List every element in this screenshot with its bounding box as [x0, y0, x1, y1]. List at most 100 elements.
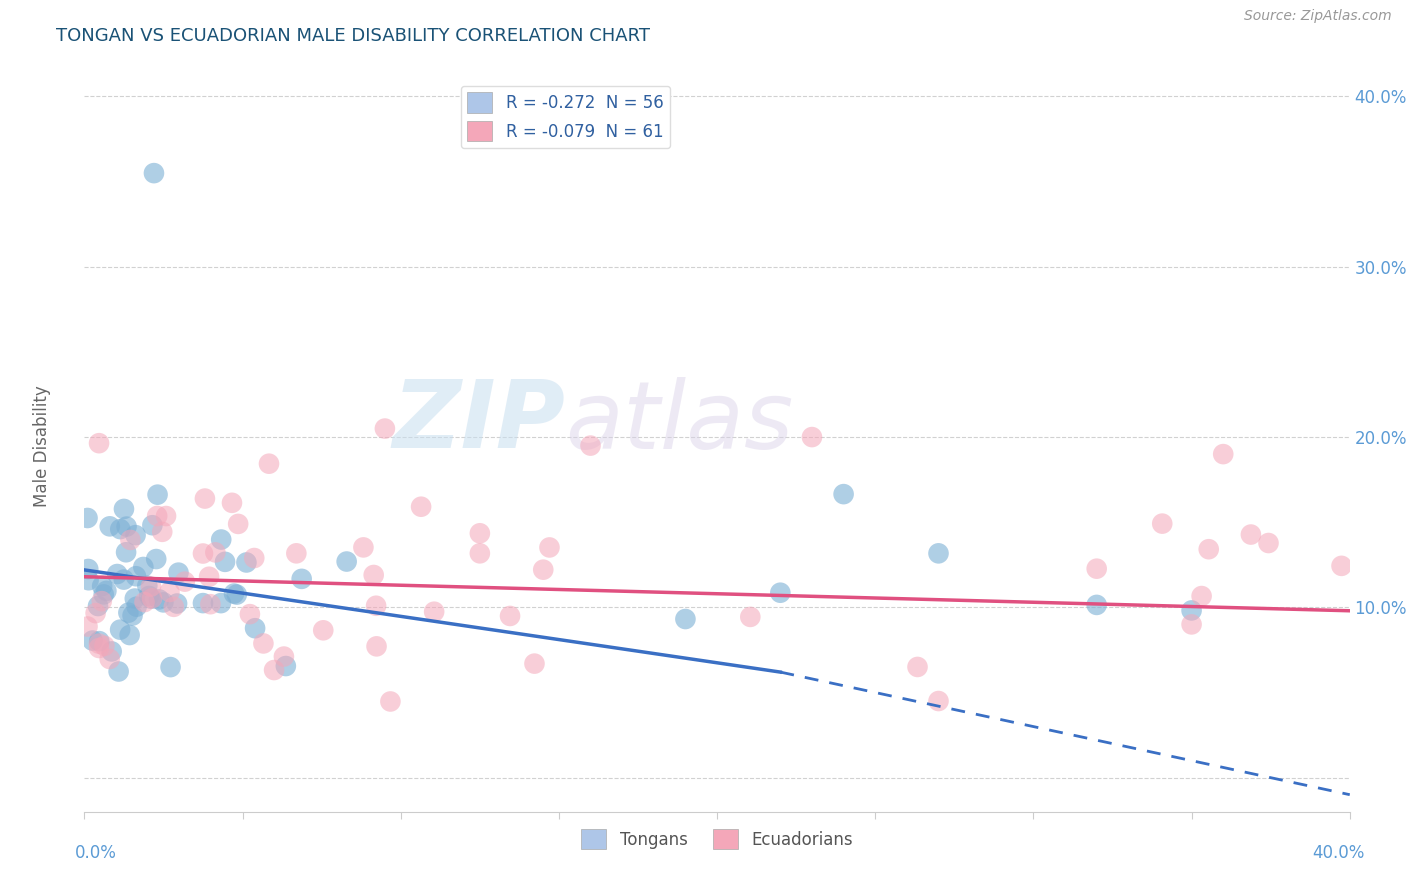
Point	[928, 694, 950, 708]
Point	[141, 518, 163, 533]
Point	[120, 533, 142, 547]
Point	[225, 588, 247, 602]
Point	[538, 541, 561, 555]
Point	[150, 524, 173, 539]
Point	[252, 636, 274, 650]
Point	[87, 640, 110, 655]
Point	[124, 591, 146, 606]
Point	[93, 587, 115, 601]
Point	[77, 573, 100, 587]
Point	[1240, 527, 1263, 541]
Point	[364, 599, 387, 613]
Point	[209, 596, 232, 610]
Point	[468, 546, 491, 560]
Point	[374, 421, 396, 435]
Point	[1212, 447, 1234, 461]
Point	[1257, 536, 1279, 550]
Point	[91, 579, 114, 593]
Text: atlas: atlas	[565, 376, 793, 467]
Point	[145, 552, 167, 566]
Point	[100, 644, 122, 658]
Text: 40.0%: 40.0%	[1312, 844, 1365, 862]
Point	[352, 541, 374, 555]
Point	[411, 500, 433, 514]
Point	[221, 496, 243, 510]
Point	[141, 591, 163, 606]
Point	[531, 563, 554, 577]
Point	[1085, 562, 1108, 576]
Point	[87, 436, 110, 450]
Point	[115, 545, 138, 559]
Point	[110, 522, 132, 536]
Point	[1191, 589, 1213, 603]
Point	[273, 649, 295, 664]
Point	[108, 623, 131, 637]
Point	[274, 659, 297, 673]
Point	[82, 633, 104, 648]
Point	[125, 569, 148, 583]
Point	[159, 660, 181, 674]
Point	[291, 572, 314, 586]
Point	[191, 596, 214, 610]
Point	[194, 491, 217, 506]
Point	[139, 591, 162, 606]
Text: TONGAN VS ECUADORIAN MALE DISABILITY CORRELATION CHART: TONGAN VS ECUADORIAN MALE DISABILITY COR…	[56, 27, 650, 45]
Text: 0.0%: 0.0%	[75, 844, 117, 862]
Point	[366, 640, 388, 654]
Point	[675, 612, 697, 626]
Point	[166, 597, 188, 611]
Point	[832, 487, 855, 501]
Point	[138, 589, 160, 603]
Point	[204, 545, 226, 559]
Point	[163, 599, 186, 614]
Point	[146, 508, 169, 523]
Point	[93, 639, 115, 653]
Point	[155, 509, 177, 524]
Point	[523, 657, 546, 671]
Point	[928, 546, 950, 560]
Point	[1085, 598, 1108, 612]
Point	[1180, 617, 1202, 632]
Point	[98, 519, 121, 533]
Point	[77, 562, 100, 576]
Text: Source: ZipAtlas.com: Source: ZipAtlas.com	[1244, 9, 1392, 23]
Point	[136, 579, 159, 593]
Point	[423, 605, 446, 619]
Point	[105, 567, 128, 582]
Point	[112, 502, 135, 516]
Point	[263, 663, 285, 677]
Text: ZIP: ZIP	[392, 376, 565, 468]
Point	[167, 566, 190, 580]
Point	[312, 624, 335, 638]
Point	[121, 608, 143, 623]
Point	[76, 619, 98, 633]
Point	[87, 599, 110, 613]
Point	[115, 519, 138, 533]
Point	[740, 610, 762, 624]
Point	[380, 694, 402, 708]
Point	[173, 574, 195, 589]
Point	[159, 585, 181, 599]
Point	[363, 568, 385, 582]
Point	[198, 570, 221, 584]
Point	[90, 594, 112, 608]
Point	[89, 634, 111, 648]
Point	[579, 439, 602, 453]
Point	[139, 580, 162, 594]
Point	[132, 560, 155, 574]
Point	[499, 609, 522, 624]
Point	[1180, 603, 1202, 617]
Point	[1152, 516, 1174, 531]
Point	[124, 528, 146, 542]
Point	[214, 555, 236, 569]
Point	[243, 551, 266, 566]
Text: Male Disability: Male Disability	[34, 385, 51, 507]
Point	[769, 585, 792, 599]
Point	[1330, 558, 1353, 573]
Point	[801, 430, 824, 444]
Point	[146, 488, 169, 502]
Point	[84, 606, 107, 620]
Point	[257, 457, 280, 471]
Point	[336, 555, 359, 569]
Point	[226, 516, 249, 531]
